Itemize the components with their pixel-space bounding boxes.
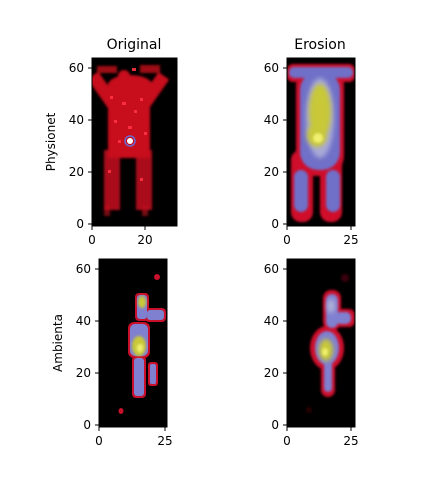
panel-original-physionet: Original Physionet — [44, 37, 178, 247]
y-tick-label: 60 — [76, 262, 91, 276]
y-tick-label: 20 — [264, 165, 279, 179]
x-tick-label: 0 — [95, 434, 103, 448]
plot-frame — [98, 258, 168, 428]
plot-frame — [286, 57, 356, 227]
y-tick-label: 40 — [69, 113, 84, 127]
y-tick-label: 40 — [264, 314, 279, 328]
y-tick-label: 20 — [69, 165, 84, 179]
x-tick-label: 0 — [283, 434, 291, 448]
y-tick-label: 60 — [69, 61, 84, 75]
y-axis — [283, 67, 287, 225]
panel-erosion-ambienta: 0 25 0 20 40 60 — [264, 258, 359, 448]
x-tick-label: 25 — [157, 434, 172, 448]
panel-title: Original — [107, 37, 162, 53]
heatmap-image — [287, 64, 355, 222]
y-tick-label: 60 — [264, 61, 279, 75]
plot-frame — [286, 258, 356, 428]
y-axis — [88, 67, 92, 225]
y-tick-label: 20 — [264, 366, 279, 380]
y-axis-label: Ambienta — [51, 314, 65, 372]
panel-erosion-physionet: Erosion — [264, 37, 359, 247]
x-tick-label: 0 — [283, 233, 291, 247]
panel-title: Erosion — [294, 37, 345, 53]
y-axis — [95, 268, 99, 426]
y-tick-label: 20 — [76, 366, 91, 380]
panel-original-ambienta: Ambienta — [51, 258, 173, 448]
plot-frame — [91, 57, 178, 227]
y-tick-label: 40 — [76, 314, 91, 328]
y-tick-label: 0 — [83, 418, 91, 432]
heatmap-image — [118, 274, 166, 414]
y-tick-label: 40 — [264, 113, 279, 127]
y-tick-label: 0 — [271, 418, 279, 432]
y-tick-label: 60 — [264, 262, 279, 276]
x-tick-label: 25 — [343, 233, 358, 247]
heatmap-image — [306, 274, 355, 413]
x-tick-label: 0 — [88, 233, 96, 247]
x-axis — [91, 226, 146, 230]
y-axis — [283, 268, 287, 426]
x-tick-label: 20 — [137, 233, 152, 247]
y-tick-label: 0 — [76, 217, 84, 231]
y-axis-label: Physionet — [44, 112, 58, 171]
y-tick-label: 0 — [271, 217, 279, 231]
x-tick-label: 25 — [343, 434, 358, 448]
x-axis — [286, 427, 352, 431]
x-axis — [98, 427, 166, 431]
heatmap-image — [92, 65, 170, 216]
x-axis — [286, 226, 352, 230]
